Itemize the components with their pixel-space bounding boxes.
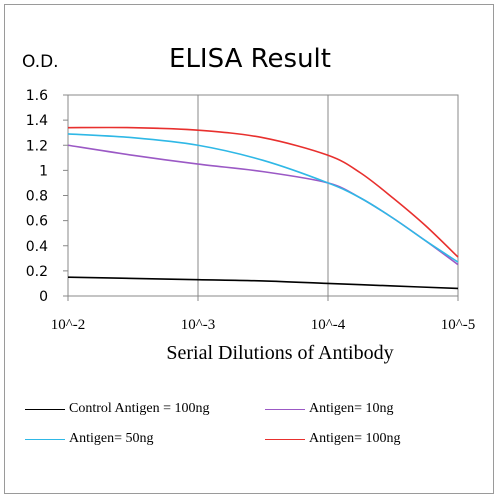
y-tick-label: 0.8	[26, 189, 48, 205]
series-line-antigen-10ng	[67, 144, 459, 266]
legend-swatch	[265, 408, 305, 410]
series-line-control-antigen-100ng	[67, 276, 459, 290]
x-tick-label: 10^-4	[311, 317, 346, 333]
legend-label: Control Antigen = 100ng	[69, 401, 210, 416]
y-tick-label: 1	[39, 163, 48, 179]
chart-title: ELISA Result	[169, 44, 331, 74]
y-tick-label: 0	[39, 289, 48, 305]
series-line-antigen-100ng	[67, 126, 459, 258]
x-tick-label: 10^-3	[181, 317, 216, 333]
legend-label: Antigen= 10ng	[309, 401, 394, 416]
plot-area	[67, 94, 459, 297]
y-tick-label: 0.6	[26, 214, 48, 230]
chart-frame	[4, 4, 494, 494]
legend-item-10ng: Antigen= 10ng	[265, 400, 394, 418]
series-line-antigen-50ng	[67, 133, 459, 263]
legend-item-control: Control Antigen = 100ng	[25, 400, 210, 418]
legend-swatch	[25, 438, 65, 440]
legend-item-100ng: Antigen= 100ng	[265, 430, 401, 448]
y-tick-label: 1.2	[26, 138, 48, 154]
y-tick-label: 1.4	[26, 113, 48, 129]
y-axis-label: O.D.	[22, 52, 59, 72]
y-tick-label: 0.2	[26, 264, 48, 280]
x-tick-label: 10^-5	[441, 317, 476, 333]
legend-swatch	[25, 408, 65, 410]
y-tick-label: 1.6	[26, 88, 48, 104]
y-tick-label: 0.4	[26, 239, 48, 255]
legend-label: Antigen= 100ng	[309, 431, 401, 446]
x-tick-label: 10^-2	[51, 317, 86, 333]
legend-swatch	[265, 438, 305, 440]
legend-item-50ng: Antigen= 50ng	[25, 430, 154, 448]
x-axis-label: Serial Dilutions of Antibody	[166, 342, 394, 364]
legend-label: Antigen= 50ng	[69, 431, 154, 446]
